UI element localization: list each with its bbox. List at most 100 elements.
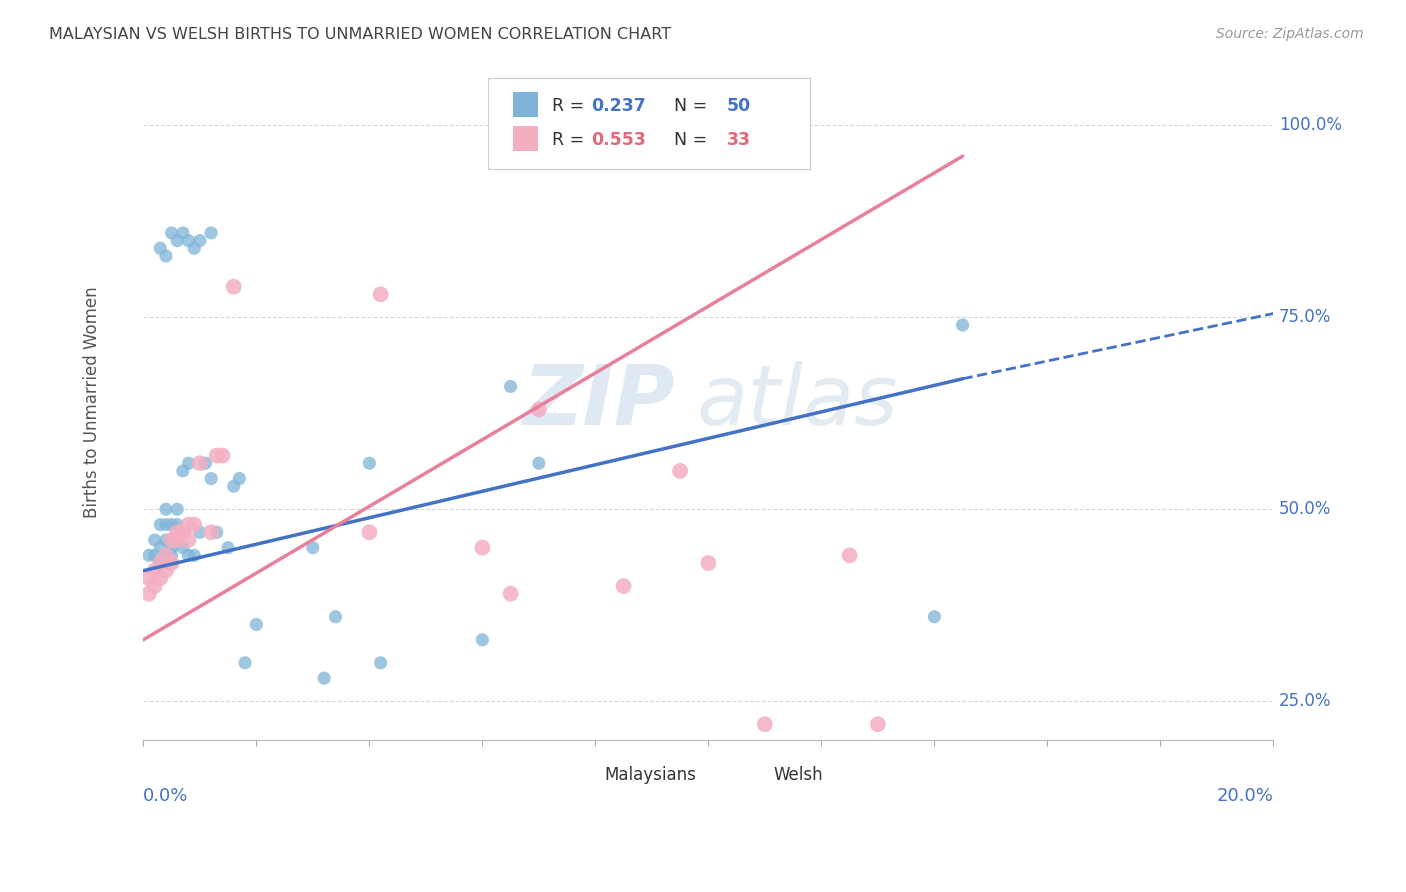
Point (200, 525, 222, 540)
Text: R =: R = (553, 131, 589, 149)
Point (155, 517, 177, 532)
Point (471, 541, 494, 555)
Point (172, 464, 194, 478)
Text: N =: N = (662, 131, 713, 149)
Point (177, 456, 200, 470)
Point (302, 541, 325, 555)
Point (149, 541, 172, 555)
Point (370, 287, 392, 301)
Text: 100.0%: 100.0% (1279, 117, 1341, 135)
Point (222, 279, 245, 293)
Text: 50: 50 (727, 97, 751, 115)
Point (160, 541, 183, 555)
Point (138, 549, 160, 563)
Point (669, 464, 692, 478)
Point (172, 226, 194, 240)
Point (233, 656, 256, 670)
Point (370, 656, 392, 670)
Text: MALAYSIAN VS WELSH BIRTHS TO UNMARRIED WOMEN CORRELATION CHART: MALAYSIAN VS WELSH BIRTHS TO UNMARRIED W… (49, 27, 671, 42)
Point (160, 226, 183, 240)
Point (138, 587, 160, 601)
Point (166, 525, 188, 540)
Point (499, 587, 522, 601)
Point (325, 609, 347, 624)
Point (866, 717, 889, 731)
Text: 0.237: 0.237 (592, 97, 647, 115)
Text: R =: R = (553, 97, 589, 115)
Text: Source: ZipAtlas.com: Source: ZipAtlas.com (1216, 27, 1364, 41)
Text: atlas: atlas (697, 361, 898, 442)
Point (924, 609, 946, 624)
Point (228, 472, 250, 486)
Bar (742, 765, 765, 786)
Point (177, 533, 200, 547)
Point (359, 525, 381, 540)
Point (143, 549, 166, 563)
Point (149, 556, 172, 570)
Bar (513, 92, 538, 117)
Point (217, 541, 239, 555)
Point (155, 549, 177, 563)
FancyBboxPatch shape (488, 78, 810, 169)
Point (138, 571, 160, 585)
Point (697, 556, 720, 570)
Point (149, 517, 172, 532)
Point (155, 533, 177, 547)
Point (172, 541, 194, 555)
Point (172, 525, 194, 540)
Point (183, 241, 205, 255)
Point (952, 318, 974, 332)
Point (211, 449, 233, 463)
Point (222, 479, 245, 493)
Point (200, 472, 222, 486)
Point (188, 525, 211, 540)
Point (754, 717, 776, 731)
Point (166, 502, 188, 516)
Point (245, 617, 267, 632)
Point (160, 556, 183, 570)
Point (188, 456, 211, 470)
Bar (513, 127, 538, 151)
Point (188, 234, 211, 248)
Point (183, 549, 205, 563)
Point (143, 564, 166, 578)
Text: ZIP: ZIP (522, 361, 675, 442)
Point (166, 533, 188, 547)
Point (160, 533, 183, 547)
Text: N =: N = (662, 97, 713, 115)
Text: 20.0%: 20.0% (1216, 787, 1274, 805)
Text: 0.553: 0.553 (592, 131, 647, 149)
Point (177, 234, 200, 248)
Point (166, 533, 188, 547)
Point (166, 517, 188, 532)
Text: 50.0%: 50.0% (1279, 500, 1331, 518)
Point (205, 449, 228, 463)
Point (149, 571, 172, 585)
Point (155, 502, 177, 516)
Point (143, 579, 166, 593)
Point (155, 249, 177, 263)
Point (359, 456, 381, 470)
Point (166, 234, 188, 248)
Point (149, 241, 172, 255)
Point (194, 456, 217, 470)
Point (160, 549, 183, 563)
Point (205, 525, 228, 540)
Text: 33: 33 (727, 131, 751, 149)
Text: 0.0%: 0.0% (143, 787, 188, 805)
Point (160, 556, 183, 570)
Text: Welsh: Welsh (773, 766, 824, 784)
Text: Births to Unmarried Women: Births to Unmarried Women (83, 286, 101, 517)
Point (155, 564, 177, 578)
Point (177, 517, 200, 532)
Point (527, 402, 550, 417)
Bar (572, 765, 595, 786)
Point (177, 549, 200, 563)
Point (527, 456, 550, 470)
Point (200, 226, 222, 240)
Point (838, 549, 860, 563)
Point (782, 809, 804, 823)
Point (613, 579, 636, 593)
Text: Malaysians: Malaysians (605, 766, 696, 784)
Point (160, 517, 183, 532)
